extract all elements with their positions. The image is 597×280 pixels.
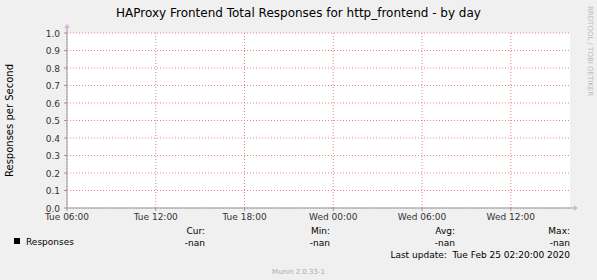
stat-header: Cur:: [186, 226, 205, 236]
grid-line: [67, 138, 570, 139]
x-tick-label: Wed 12:00: [487, 212, 536, 222]
grid-line: [510, 33, 511, 208]
grid-line: [67, 155, 570, 156]
grid-line: [67, 85, 570, 86]
last-update: Last update: Tue Feb 25 02:20:00 2020: [390, 250, 570, 260]
y-tick-label: 0.2: [46, 169, 60, 179]
x-axis: [67, 208, 574, 209]
stat-header: Max:: [548, 226, 570, 236]
grid-line: [67, 173, 570, 174]
background: [0, 0, 597, 280]
grid-line: [67, 190, 570, 191]
stat-value: -nan: [185, 238, 205, 248]
grid-line: [422, 33, 423, 208]
y-axis: [67, 28, 68, 208]
axis-arrow: [64, 24, 70, 28]
stat-value: -nan: [310, 238, 330, 248]
stat-value: -nan: [550, 238, 570, 248]
y-tick-label: 1.0: [46, 29, 61, 39]
side-text: RRDTOOL / TOBI OETIKER: [586, 6, 594, 96]
grid-line: [67, 50, 570, 51]
y-tick-label: 0.3: [46, 151, 60, 161]
grid-line: [333, 33, 334, 208]
stat-value: -nan: [435, 238, 455, 248]
chart: HAProxy Frontend Total Responses for htt…: [0, 0, 597, 280]
title: HAProxy Frontend Total Responses for htt…: [116, 6, 481, 20]
plot-area: [67, 33, 570, 208]
axis-arrow: [574, 205, 578, 211]
y-tick-label: 0.4: [46, 134, 61, 144]
x-tick-label: Tue 12:00: [133, 212, 178, 222]
y-tick-label: 0.7: [46, 81, 60, 91]
legend-label: Responses: [26, 237, 74, 247]
legend-swatch: [14, 238, 20, 244]
x-tick-label: Tue 06:00: [44, 212, 89, 222]
grid-line: [67, 103, 570, 104]
y-tick-label: 0.9: [46, 46, 61, 56]
y-tick-label: 0.5: [46, 116, 60, 126]
grid-line: [155, 33, 156, 208]
y-tick-label: 0.8: [46, 64, 61, 74]
grid-line: [67, 120, 570, 121]
y-tick-label: 0.1: [46, 186, 60, 196]
stat-header: Avg:: [435, 226, 455, 236]
x-tick-label: Wed 06:00: [398, 212, 447, 222]
grid-line: [67, 68, 570, 69]
x-tick-label: Tue 18:00: [221, 212, 266, 222]
grid-line: [244, 33, 245, 208]
stat-header: Min:: [311, 226, 330, 236]
footer: Munin 2.0.33-1: [272, 268, 325, 276]
y-axis-label: Responses per Second: [4, 64, 15, 177]
grid-line: [67, 33, 570, 34]
y-tick-label: 0.6: [46, 99, 61, 109]
x-tick-label: Wed 00:00: [309, 212, 358, 222]
